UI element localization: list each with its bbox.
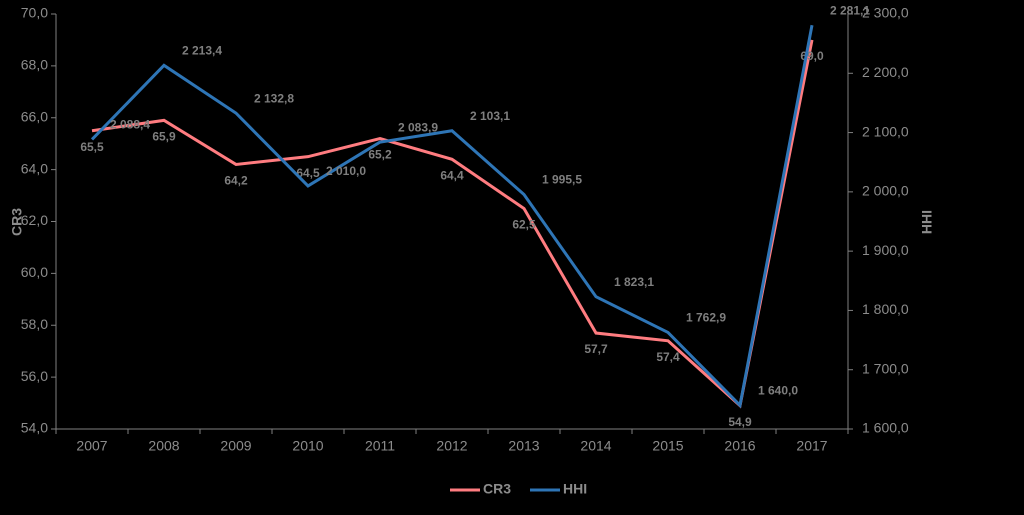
data-label: 2 281,1 — [830, 3, 870, 17]
y-tick-label: 54,0 — [21, 420, 48, 436]
y2-tick-label: 2 100,0 — [862, 123, 909, 139]
y2-axis-title: HHI — [919, 210, 935, 234]
x-tick-label: 2013 — [508, 438, 539, 454]
series-line — [90, 24, 814, 409]
legend-label: HHI — [563, 481, 587, 497]
data-label: 2 088,4 — [110, 118, 150, 132]
x-tick-label: 2008 — [148, 438, 179, 454]
y2-tick-label: 2 200,0 — [862, 64, 909, 80]
y-tick-label: 64,0 — [21, 160, 48, 176]
data-label: 1 823,1 — [614, 275, 654, 289]
data-label: 64,5 — [296, 166, 320, 180]
y-tick-label: 68,0 — [21, 57, 48, 73]
data-label: 1 762,9 — [686, 311, 726, 325]
data-label: 57,4 — [656, 350, 680, 364]
y2-tick-label: 1 900,0 — [862, 242, 909, 258]
y2-tick-label: 2 300,0 — [862, 5, 909, 21]
data-label: 1 640,0 — [758, 383, 798, 397]
data-label: 65,9 — [152, 130, 176, 144]
x-tick-label: 2017 — [796, 438, 827, 454]
data-label: 64,4 — [440, 168, 464, 182]
data-label: 2 132,8 — [254, 91, 294, 105]
y-axis-title: CR3 — [9, 208, 25, 236]
y-tick-label: 62,0 — [21, 212, 48, 228]
y-tick-label: 70,0 — [21, 5, 48, 21]
y2-tick-label: 1 700,0 — [862, 360, 909, 376]
y2-tick-label: 1 600,0 — [862, 420, 909, 436]
data-label: 2 103,1 — [470, 109, 510, 123]
x-tick-label: 2016 — [724, 438, 755, 454]
y-tick-label: 60,0 — [21, 264, 48, 280]
x-tick-label: 2014 — [580, 438, 611, 454]
x-tick-label: 2015 — [652, 438, 683, 454]
y-tick-label: 56,0 — [21, 368, 48, 384]
data-label: 62,5 — [512, 218, 536, 232]
data-label: 57,7 — [584, 342, 608, 356]
data-label: 2 213,4 — [182, 44, 222, 58]
x-tick-label: 2007 — [76, 438, 107, 454]
data-label: 64,2 — [224, 174, 248, 188]
x-tick-label: 2011 — [365, 438, 395, 454]
x-tick-label: 2012 — [436, 438, 467, 454]
series-line — [91, 39, 814, 409]
data-label: 65,2 — [368, 148, 392, 162]
x-tick-label: 2010 — [292, 438, 323, 454]
y-tick-label: 58,0 — [21, 316, 48, 332]
y2-tick-label: 2 000,0 — [862, 183, 909, 199]
legend-label: CR3 — [483, 481, 511, 497]
x-tick-label: 2009 — [220, 438, 251, 454]
data-label: 54,9 — [728, 415, 752, 429]
y2-tick-label: 1 800,0 — [862, 301, 909, 317]
data-label: 2 010,0 — [326, 164, 366, 178]
data-label: 1 995,5 — [542, 173, 582, 187]
y-tick-label: 66,0 — [21, 108, 48, 124]
data-label: 65,5 — [80, 140, 104, 154]
data-label: 2 083,9 — [398, 120, 438, 134]
